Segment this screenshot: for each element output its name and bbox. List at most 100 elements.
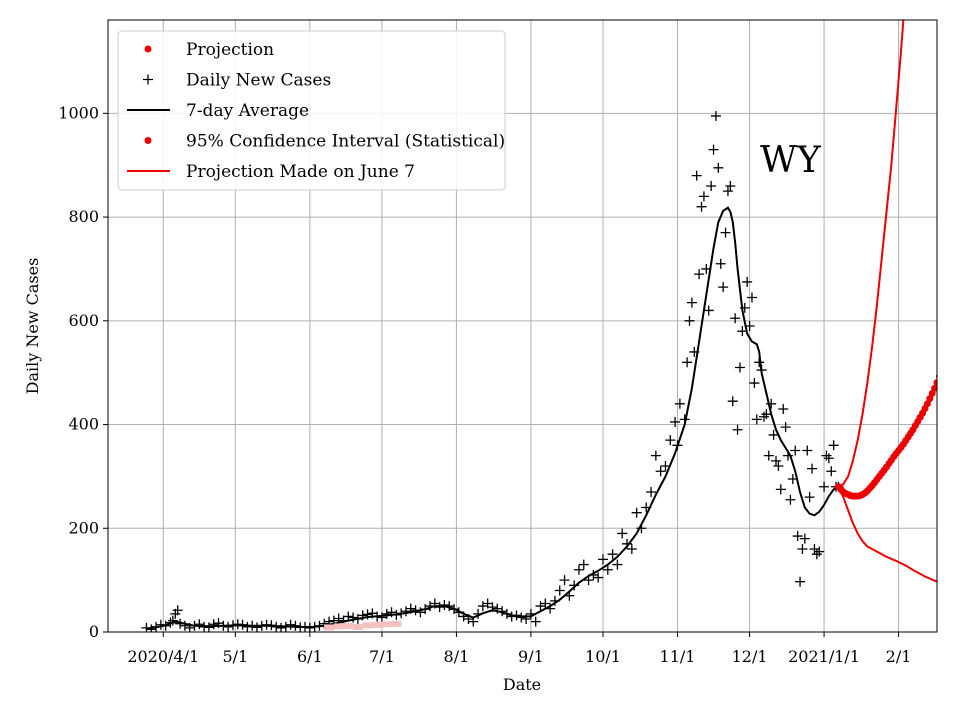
data-point-plus <box>722 186 733 197</box>
data-point-plus <box>617 528 628 539</box>
data-point-plus <box>811 549 822 560</box>
data-point-plus <box>631 507 642 518</box>
data-point-plus <box>400 606 411 617</box>
x-tick-label: 11/1 <box>660 647 696 666</box>
legend-entry: Projection <box>144 40 274 60</box>
legend-label: Projection <box>186 40 274 60</box>
data-point-plus <box>715 258 726 269</box>
data-point-plus <box>730 313 741 324</box>
data-point-plus <box>694 269 705 280</box>
data-point-plus <box>771 455 782 466</box>
legend-entry: Daily New Cases <box>143 71 331 91</box>
data-point-plus <box>732 424 743 435</box>
y-tick-label: 0 <box>89 622 99 641</box>
data-point-plus <box>725 180 736 191</box>
data-point-plus <box>593 572 604 583</box>
faint-mark <box>362 622 373 629</box>
data-point-plus <box>626 544 637 555</box>
y-tick-label: 1000 <box>58 103 99 122</box>
x-tick-label: 12/1 <box>732 647 768 666</box>
data-point-plus <box>821 450 832 461</box>
faint-mark <box>381 621 392 628</box>
data-point-plus <box>720 227 731 238</box>
data-point-plus <box>530 616 541 627</box>
x-tick-label: 2/1 <box>886 647 912 666</box>
data-point-plus <box>434 602 445 613</box>
legend-box <box>117 30 506 191</box>
projection-dot <box>933 379 937 387</box>
data-point-plus <box>670 416 681 427</box>
faint-mark <box>372 621 383 628</box>
legend-label: Daily New Cases <box>186 71 331 91</box>
data-point-plus <box>809 544 820 555</box>
data-point-plus <box>381 608 392 619</box>
series-line <box>837 486 937 583</box>
data-point-plus <box>797 544 808 555</box>
data-point-plus <box>819 481 830 492</box>
data-point-plus <box>802 445 813 456</box>
faint-mark <box>324 624 335 631</box>
data-point-plus <box>742 276 753 287</box>
legend-label: Projection Made on June 7 <box>186 162 415 182</box>
data-point-plus <box>807 463 818 474</box>
series-projection-made-on-june-7-upper- <box>838 20 905 488</box>
legend: Projection Daily New Cases 7-day Average 95… <box>117 30 506 191</box>
data-point-plus <box>814 546 825 557</box>
plot-area <box>141 20 937 632</box>
x-tick-label: 8/1 <box>444 647 470 666</box>
data-point-plus <box>763 450 774 461</box>
state-label: WY <box>760 140 822 181</box>
data-point-plus <box>674 398 685 409</box>
data-point-plus <box>223 621 234 632</box>
projection-dot <box>931 384 937 392</box>
y-tick-label: 600 <box>68 311 99 330</box>
data-point-plus <box>682 357 693 368</box>
data-point-plus <box>823 453 834 464</box>
data-point-plus <box>208 619 219 630</box>
x-axis-title: Date <box>503 675 541 694</box>
data-point-plus <box>795 576 806 587</box>
data-point-plus <box>749 378 760 389</box>
data-point-plus <box>348 612 359 623</box>
x-tick-label: 5/1 <box>222 647 248 666</box>
data-point-plus <box>710 110 721 121</box>
data-point-plus <box>727 396 738 407</box>
data-point-plus <box>713 162 724 173</box>
data-point-plus <box>686 297 697 308</box>
data-point-plus <box>761 409 772 420</box>
data-point-plus <box>691 170 702 181</box>
data-point-plus <box>792 531 803 542</box>
data-point-plus <box>785 494 796 505</box>
data-point-plus <box>439 600 450 611</box>
data-point-plus <box>718 282 729 293</box>
data-point-plus <box>602 564 613 575</box>
data-point-plus <box>612 559 623 570</box>
x-tick-label: 10/1 <box>585 647 621 666</box>
x-tick-label: 2021/1/1 <box>788 647 860 666</box>
data-point-plus <box>703 305 714 316</box>
data-point-plus <box>285 619 296 630</box>
data-point-plus <box>698 191 709 202</box>
y-axis-title: Daily New Cases <box>23 258 42 395</box>
legend-entry: 7-day Average <box>127 101 309 121</box>
faint-mark <box>343 622 354 629</box>
data-point-plus <box>828 440 839 451</box>
y-tick-label: 200 <box>68 518 99 537</box>
x-tick-label: 7/1 <box>369 647 395 666</box>
data-point-plus <box>179 620 190 631</box>
data-point-plus <box>650 450 661 461</box>
data-point-plus <box>706 180 717 191</box>
x-axis-ticks: 2020/4/1 5/1 6/1 7/1 8/1 9/1 10/1 11/1 12/1 2021/… <box>127 632 911 666</box>
data-point-plus <box>477 601 488 612</box>
data-point-plus <box>746 292 757 303</box>
data-point-plus <box>540 598 551 609</box>
series-line <box>838 20 905 488</box>
y-axis-ticks: 0 200 400 600 800 1000 <box>58 103 108 641</box>
x-tick-label: 9/1 <box>518 647 544 666</box>
data-point-plus <box>655 466 666 477</box>
series-projection-made-on-june-7-lower- <box>837 486 937 583</box>
series-7-day-average <box>146 206 839 630</box>
data-point-plus <box>804 492 815 503</box>
data-point-plus <box>251 622 262 632</box>
